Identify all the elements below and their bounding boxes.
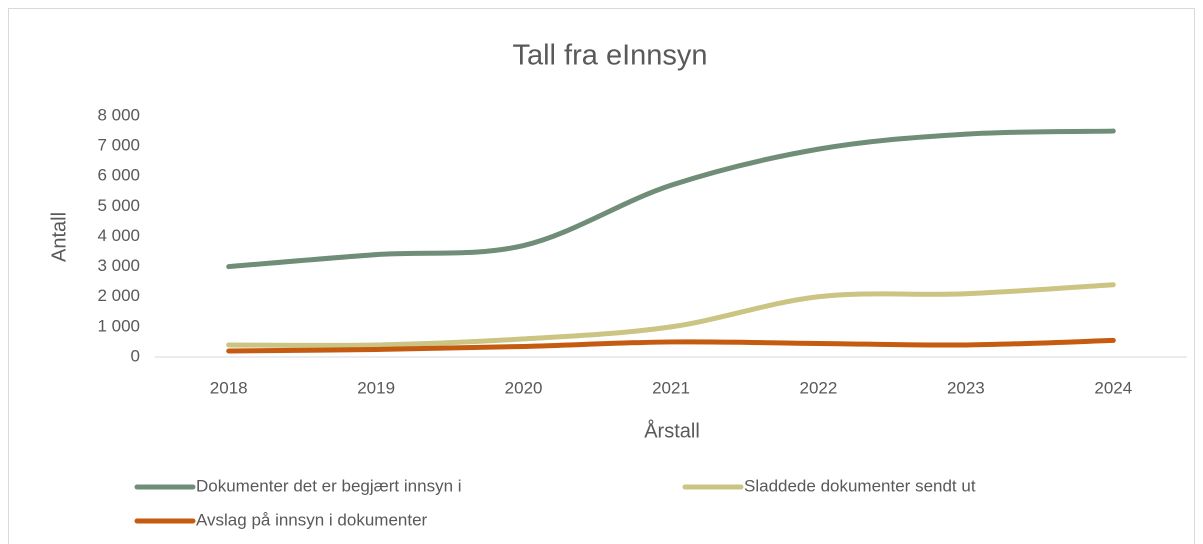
x-tick-label: 2022	[800, 378, 838, 397]
x-tick-label: 2020	[505, 378, 543, 397]
x-tick-label: 2019	[357, 378, 395, 397]
legend-label: Avslag på innsyn i dokumenter	[196, 510, 428, 529]
x-tick-label: 2024	[1094, 378, 1132, 397]
y-tick-label: 1 000	[97, 316, 140, 335]
legend-label: Sladdede dokumenter sendt ut	[744, 476, 976, 495]
x-axis-title: Årstall	[644, 419, 700, 442]
y-tick-label: 6 000	[97, 166, 140, 185]
legend-label: Dokumenter det er begjært innsyn i	[196, 476, 462, 495]
y-tick-label: 0	[131, 346, 140, 365]
y-tick-label: 2 000	[97, 286, 140, 305]
x-tick-label: 2023	[947, 378, 985, 397]
y-axis-title: Antall	[48, 212, 70, 262]
x-tick-label: 2021	[652, 378, 690, 397]
series-line	[226, 128, 1116, 270]
chart-frame	[8, 8, 1195, 544]
y-tick-label: 8 000	[97, 105, 140, 124]
y-tick-label: 5 000	[97, 196, 140, 215]
chart-title: Tall fra eInnsyn	[512, 40, 707, 72]
y-tick-label: 7 000	[97, 136, 140, 155]
x-tick-label: 2018	[210, 378, 248, 397]
series-line	[226, 337, 1116, 354]
y-tick-label: 4 000	[97, 226, 140, 245]
series-line	[226, 282, 1116, 348]
y-tick-label: 3 000	[97, 256, 140, 275]
